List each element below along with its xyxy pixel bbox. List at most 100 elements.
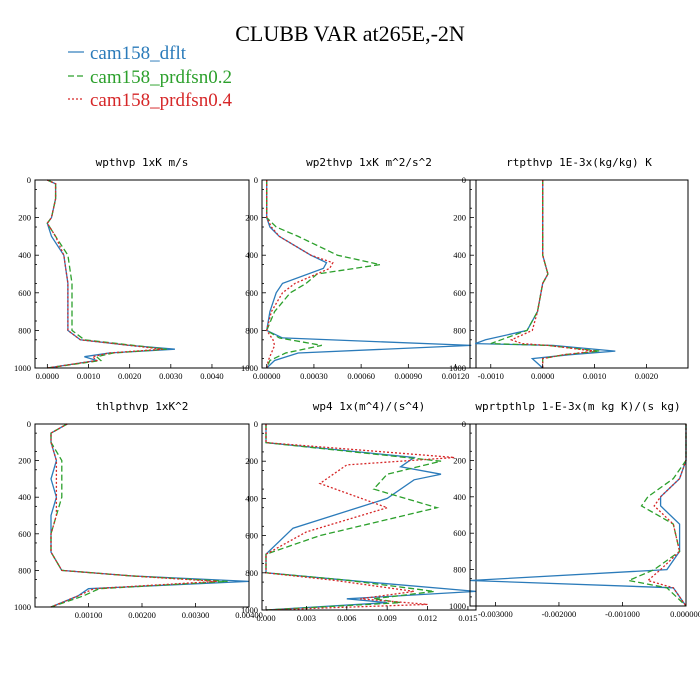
- y-tick-label: 1000: [14, 363, 31, 373]
- panel-title: wp4 1x(m^4)/(s^4): [313, 400, 426, 413]
- chart-panel-6: wprtpthlp 1-E-3x(m kg K)/(s kg) 0 200 400 60…: [449, 400, 700, 619]
- chart-panel-4: thlpthvp 1xK^2 0 200 400 600 800 1000 0.00100 0.…: [14, 400, 263, 620]
- series-line-cam158_dflt: [50, 423, 250, 608]
- x-tick-label: 0.00000: [253, 371, 281, 381]
- y-tick-label: 1000: [241, 363, 258, 373]
- series-line-cam158_prdfsn0.2: [50, 423, 228, 608]
- y-tick-label: 400: [245, 493, 258, 503]
- series-line-cam158_prdfsn0.2: [265, 180, 381, 369]
- y-tick-label: 600: [245, 531, 258, 541]
- y-tick-label: 1000: [449, 363, 466, 373]
- chart-panel-3: rtpthvp 1E-3x(kg/kg) K 0 200 400 600 800 1000 -…: [449, 156, 689, 381]
- chart-panel-2: wp2thvp 1xK m^2/s^2020040060080010000.00…: [241, 156, 477, 381]
- plot-frame: [261, 179, 477, 369]
- plot-frame: [261, 423, 477, 611]
- x-tick-label: 0.00100: [75, 610, 103, 620]
- x-tick-label: 0.00200: [128, 610, 156, 620]
- series-line-cam158_prdfsn0.4: [265, 424, 455, 611]
- y-tick-label: 200: [18, 456, 31, 466]
- legend: cam158_dflt cam158_prdfsn0.2 cam158_prdf…: [68, 43, 232, 111]
- x-tick-label: 0.00090: [395, 371, 423, 381]
- x-tick-label: 0.00030: [300, 371, 328, 381]
- y-tick-label: 800: [18, 565, 31, 575]
- x-tick-label: 0.012: [418, 613, 437, 623]
- x-tick-label: 0.009: [378, 613, 397, 623]
- series-line-cam158_prdfsn0.2: [626, 424, 687, 607]
- y-tick-label: 1000: [241, 605, 258, 615]
- y-tick-label: 400: [453, 492, 466, 502]
- series-line-cam158_prdfsn0.4: [50, 423, 217, 608]
- y-tick-label: 800: [18, 325, 31, 335]
- y-tick-label: 800: [453, 325, 466, 335]
- x-tick-label: 0.0030: [159, 371, 182, 381]
- y-tick-label: 0: [462, 419, 466, 429]
- series-line-cam158_prdfsn0.4: [509, 180, 595, 368]
- legend-item-prdfsn0.4: cam158_prdfsn0.4: [68, 90, 232, 111]
- x-tick-label: 0.006: [337, 613, 356, 623]
- series-line-cam158_dflt: [265, 180, 472, 369]
- y-tick-label: 0: [27, 175, 31, 185]
- plot-frame: [34, 179, 250, 369]
- panel-title: wp2thvp 1xK m^2/s^2: [306, 156, 432, 169]
- y-tick-label: 800: [245, 325, 258, 335]
- y-tick-label: 400: [453, 250, 466, 260]
- x-tick-label: 0.0020: [118, 371, 141, 381]
- x-tick-label: 0.015: [458, 613, 477, 623]
- x-tick-label: -0.0010: [478, 371, 504, 381]
- y-tick-label: 600: [18, 288, 31, 298]
- x-tick-label: 0.0020: [635, 371, 658, 381]
- y-tick-label: 600: [18, 529, 31, 539]
- x-tick-label: -0.003000: [478, 609, 513, 619]
- legend-label: cam158_dflt: [90, 43, 187, 64]
- x-tick-label: 0.0010: [583, 371, 606, 381]
- x-tick-label: -0.002000: [542, 609, 577, 619]
- x-tick-label: 0.00300: [182, 610, 210, 620]
- y-tick-label: 0: [27, 419, 31, 429]
- panel-title: rtpthvp 1E-3x(kg/kg) K: [506, 156, 652, 169]
- y-tick-label: 800: [245, 568, 258, 578]
- series-line-cam158_prdfsn0.2: [490, 180, 600, 368]
- x-tick-label: 0.0000: [531, 371, 554, 381]
- plot-frame: [469, 179, 689, 369]
- panel-title: wpthvp 1xK m/s: [96, 156, 189, 169]
- x-tick-label: 0.0000: [36, 371, 59, 381]
- y-tick-label: 800: [453, 565, 466, 575]
- y-tick-label: 0: [254, 419, 258, 429]
- y-tick-label: 200: [245, 456, 258, 466]
- x-tick-label: 0.000: [256, 613, 275, 623]
- series-line-cam158_dflt: [265, 424, 477, 611]
- y-tick-label: 0: [462, 175, 466, 185]
- chart-panel-1: wpthvp 1xK m/s 0 200 400 600 800 1000 0.0000 0.0…: [14, 156, 250, 381]
- x-tick-label: 0.000000: [670, 609, 700, 619]
- x-tick-label: 0.00060: [347, 371, 375, 381]
- x-tick-label: 0.00120: [442, 371, 470, 381]
- legend-item-prdfsn0.2: cam158_prdfsn0.2: [68, 67, 232, 88]
- y-tick-label: 200: [18, 213, 31, 223]
- x-tick-label: 0.0040: [200, 371, 223, 381]
- series-line-cam158_dflt: [469, 424, 687, 607]
- legend-item-dflt: cam158_dflt: [68, 43, 187, 64]
- series-line-cam158_prdfsn0.4: [46, 179, 163, 369]
- x-tick-label: -0.001000: [605, 609, 640, 619]
- x-tick-label: 0.00400: [235, 610, 263, 620]
- plot-frame: [469, 423, 687, 607]
- figure-title: CLUBB VAR at265E,-2N: [235, 21, 465, 46]
- y-tick-label: 200: [245, 213, 258, 223]
- series-line-cam158_prdfsn0.2: [46, 179, 167, 369]
- y-tick-label: 1000: [449, 601, 466, 611]
- x-tick-label: 0.003: [297, 613, 316, 623]
- y-tick-label: 600: [453, 288, 466, 298]
- series-line-cam158_prdfsn0.4: [646, 424, 687, 607]
- y-tick-label: 600: [245, 288, 258, 298]
- y-tick-label: 0: [254, 175, 258, 185]
- y-tick-label: 1000: [14, 602, 31, 612]
- y-tick-label: 600: [453, 528, 466, 538]
- panel-title: wprtpthlp 1-E-3x(m kg K)/(s kg): [475, 400, 680, 413]
- legend-label: cam158_prdfsn0.2: [90, 67, 232, 88]
- legend-label: cam158_prdfsn0.4: [90, 90, 232, 111]
- series-line-cam158_prdfsn0.2: [265, 424, 442, 611]
- y-tick-label: 400: [245, 250, 258, 260]
